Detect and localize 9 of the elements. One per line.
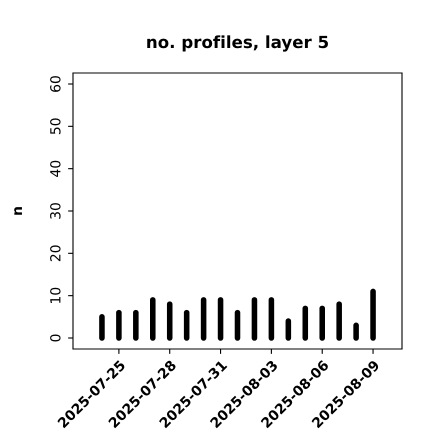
y-tick-label: 40 [50,160,61,177]
y-tick-label: 10 [50,288,61,303]
y-tick-label: 20 [50,245,61,262]
chart-title: no. profiles, layer 5 [147,35,328,52]
y-tick-label: 0 [50,334,61,342]
y-tick-label: 30 [50,203,61,219]
y-tick-label: 60 [50,76,61,92]
y-axis-title: n [14,207,22,215]
y-tick-label: 50 [50,118,61,134]
